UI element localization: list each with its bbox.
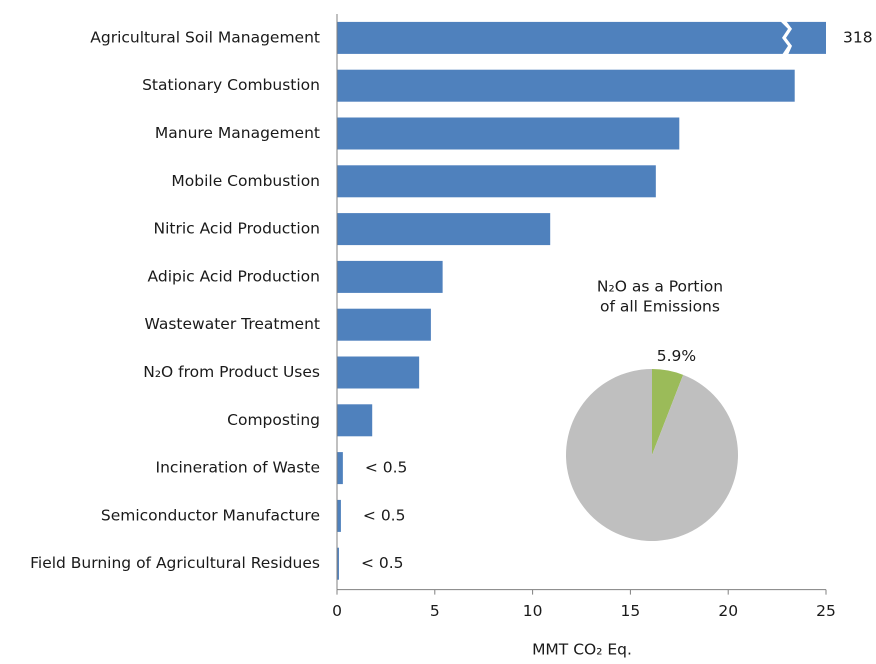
x-tick-label: 15 [621,602,641,620]
bar [337,260,443,293]
pie-title: of all Emissions [600,298,720,316]
pie-slice [652,369,684,455]
pie-slice [566,369,739,541]
x-tick-label: 20 [718,602,738,620]
pie-title: N₂O as a Portion [597,278,723,296]
value-label: < 0.5 [363,506,406,524]
x-tick-label: 10 [523,602,543,620]
category-label: Nitric Acid Production [154,220,321,238]
value-label: < 0.5 [361,554,404,572]
category-label: N₂O from Product Uses [143,363,320,381]
category-label: Wastewater Treatment [145,315,320,333]
bar [337,69,795,102]
bar [337,165,656,198]
bar [337,356,420,389]
category-label: Semiconductor Manufacture [101,506,320,524]
pie-label: 5.9% [657,347,696,365]
category-label: Mobile Combustion [171,172,320,190]
x-tick-label: 0 [332,602,342,620]
category-label: Composting [227,411,320,429]
axis-break [780,20,792,55]
x-axis-label: MMT CO₂ Eq. [532,641,632,659]
value-label: < 0.5 [365,459,408,477]
value-label: 318 [843,28,873,46]
bar [337,213,551,246]
bar [337,547,339,580]
category-label: Manure Management [155,124,320,142]
bar [337,404,373,437]
category-label: Agricultural Soil Management [90,28,320,46]
category-label: Adipic Acid Production [148,267,320,285]
category-label: Incineration of Waste [156,459,320,477]
bar [337,21,826,54]
x-tick-label: 5 [430,602,440,620]
bar [337,499,341,532]
bar [337,117,680,150]
category-label: Stationary Combustion [142,76,320,94]
bar [337,308,431,341]
bar [337,452,343,485]
category-label: Field Burning of Agricultural Residues [30,554,320,572]
x-tick-label: 25 [816,602,836,620]
